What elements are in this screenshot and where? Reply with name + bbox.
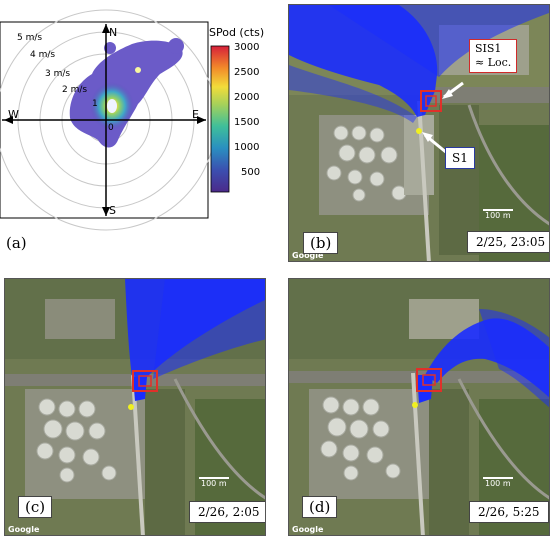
- compass-s: S: [109, 204, 116, 217]
- speed-label-2: 2 m/s: [62, 85, 87, 95]
- sis1-marker-b: [420, 90, 442, 112]
- panel-a-label: (a): [6, 234, 27, 252]
- panel-b-map: SIS1 ≈ Loc. S1 100 m Google 2/25, 23:05: [288, 4, 550, 262]
- colorbar-tick-1000: 1000: [234, 142, 260, 153]
- compass-arrows: [4, 24, 206, 216]
- colorbar: [210, 45, 230, 193]
- colorbar-tick-500: 500: [241, 167, 261, 178]
- speed-label-1: 1: [92, 99, 98, 109]
- datetime-b: 2/25, 23:05: [467, 231, 549, 253]
- plume-d: [412, 309, 549, 408]
- panel-d-map: 100 m Google 2/26, 5:25: [288, 278, 550, 536]
- sis1-marker-c: [132, 370, 158, 392]
- scale-label-d: 100 m: [485, 479, 511, 488]
- colorbar-tick-2500: 2500: [234, 67, 260, 78]
- scale-bar-c: [199, 477, 229, 479]
- scale-bar-d: [483, 477, 513, 479]
- scale-bar-b: [483, 209, 513, 211]
- compass-n: N: [109, 26, 117, 39]
- google-attribution-c: Google: [8, 525, 40, 534]
- sis1-callout: SIS1 ≈ Loc.: [469, 39, 518, 73]
- s1-source-b: [416, 128, 422, 134]
- sis1-marker-d: [416, 368, 442, 392]
- s1-callout: S1: [445, 147, 475, 169]
- speed-label-3: 3 m/s: [45, 69, 70, 79]
- panel-a: N S E W 5 m/s 4 m/s 3 m/s 2 m/s 1 0 SPod…: [0, 0, 272, 262]
- google-attribution-b: Google: [292, 251, 324, 260]
- scale-label-c: 100 m: [201, 479, 227, 488]
- datetime-c: 2/26, 2:05: [189, 501, 265, 523]
- compass-e: E: [192, 108, 199, 121]
- satellite-image-d: [289, 279, 549, 535]
- colorbar-tick-3000: 3000: [234, 42, 260, 53]
- sis1-callout-line2: ≈ Loc.: [475, 56, 512, 69]
- panel-c-label: (c): [18, 496, 53, 518]
- colorbar-tick-1500: 1500: [234, 117, 260, 128]
- speed-label-4: 4 m/s: [30, 50, 55, 60]
- s1-source-c: [128, 404, 134, 410]
- datetime-d: 2/26, 5:25: [469, 501, 549, 523]
- speed-label-5: 5 m/s: [17, 33, 42, 43]
- colorbar-title: SPod (cts): [209, 26, 265, 39]
- plume-c: [125, 279, 265, 410]
- scale-label-b: 100 m: [485, 211, 511, 220]
- polar-plot: N S E W 5 m/s 4 m/s 3 m/s 2 m/s 1 0: [0, 9, 230, 231]
- center-label: 0: [108, 123, 114, 133]
- compass-w: W: [8, 108, 19, 121]
- plume-b: [289, 5, 549, 155]
- compass-axes: [2, 24, 206, 216]
- google-attribution-d: Google: [292, 525, 324, 534]
- panel-c-map: 100 m Google 2/26, 2:05: [4, 278, 266, 536]
- panel-d-label: (d): [302, 496, 338, 518]
- pollution-rose: [69, 38, 184, 148]
- colorbar-tick-2000: 2000: [234, 92, 260, 103]
- s1-source-d: [412, 402, 418, 408]
- panel-b-label: (b): [303, 232, 339, 254]
- sis1-callout-line1: SIS1: [475, 42, 502, 55]
